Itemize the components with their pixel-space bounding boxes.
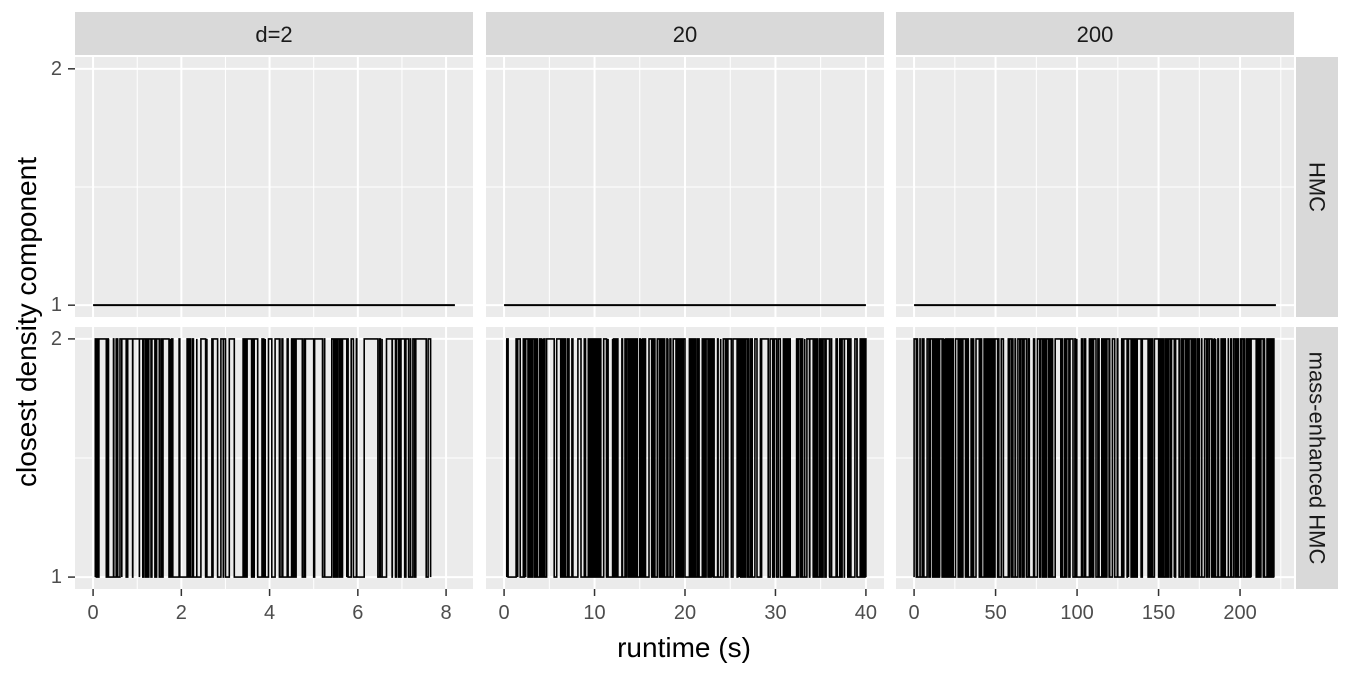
x-tick-label: 0	[499, 602, 510, 624]
x-tick-label: 100	[1060, 602, 1093, 624]
series-line	[94, 338, 432, 578]
facet-strip-column	[75, 12, 473, 55]
x-tick-label: 2	[176, 602, 187, 624]
x-tick-label: 40	[855, 602, 877, 624]
y-tick-label: 2	[51, 328, 62, 350]
x-tick-label: 30	[764, 602, 786, 624]
facet-strip-row	[1296, 57, 1338, 317]
x-tick-label: 10	[583, 602, 605, 624]
series-line	[913, 338, 1275, 578]
facet-strip-label: 200	[1077, 22, 1114, 47]
y-axis-title: closest density component	[11, 157, 42, 487]
x-tick-label: 0	[909, 602, 920, 624]
facet-strip-label: 20	[673, 22, 697, 47]
x-tick-label: 50	[984, 602, 1006, 624]
y-tick-label: 2	[51, 58, 62, 80]
x-tick-label: 150	[1142, 602, 1175, 624]
facet-strip-column	[486, 12, 884, 55]
y-tick-label: 1	[51, 294, 62, 316]
facet-strip-label: d=2	[255, 22, 292, 47]
x-axis-title: runtime (s)	[617, 632, 751, 663]
facet-strip-label: mass-enhanced HMC	[1305, 352, 1330, 565]
y-tick-label: 1	[51, 566, 62, 588]
facet-strip-label: HMC	[1305, 162, 1330, 212]
x-tick-label: 200	[1223, 602, 1256, 624]
x-tick-label: 6	[352, 602, 363, 624]
series-line	[506, 338, 867, 578]
x-tick-label: 0	[88, 602, 99, 624]
facet-strip-column	[896, 12, 1294, 55]
x-tick-label: 20	[674, 602, 696, 624]
x-tick-label: 4	[264, 602, 275, 624]
facet-strip-row	[1296, 327, 1338, 589]
x-tick-label: 8	[441, 602, 452, 624]
